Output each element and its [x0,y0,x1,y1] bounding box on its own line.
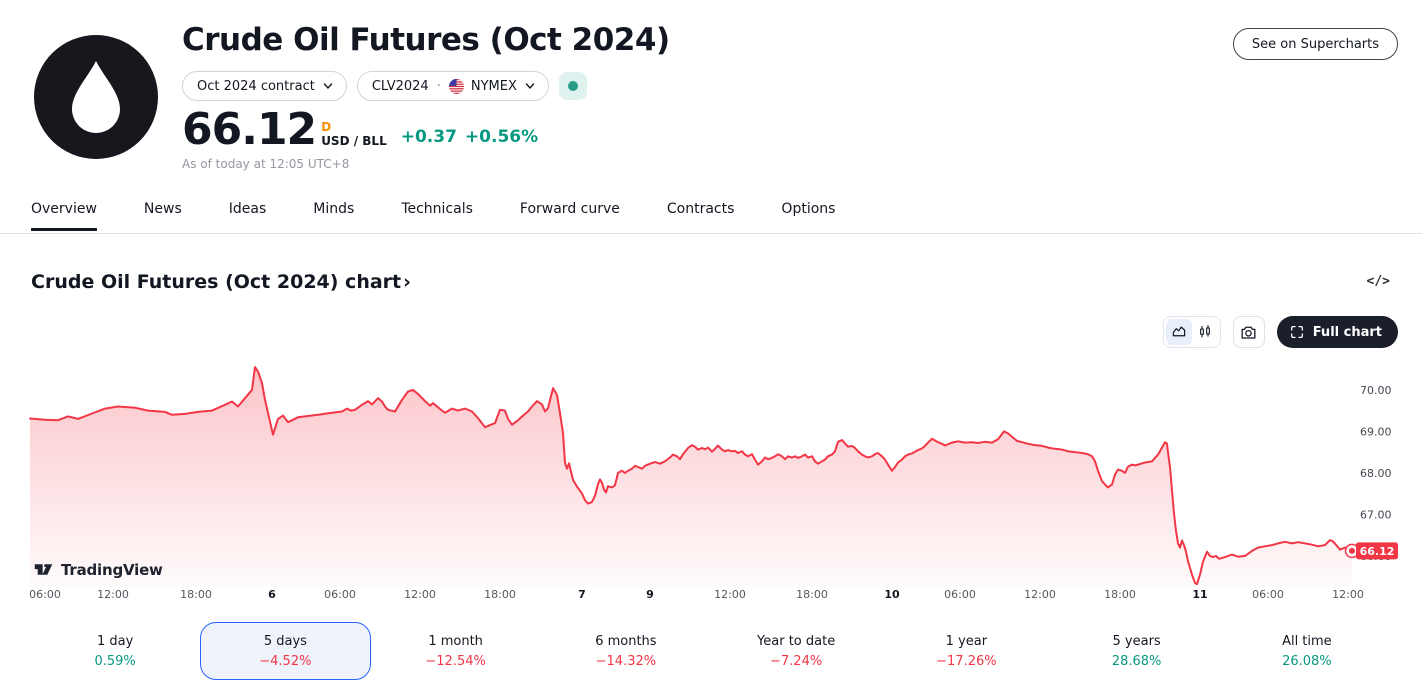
chart-section-link[interactable]: Crude Oil Futures (Oct 2024) chart › [31,271,411,293]
symbol-tabs: Overview News Ideas Minds Technicals For… [0,201,1422,234]
svg-text:11: 11 [1192,588,1207,601]
change-absolute: +0.37 [400,127,457,148]
svg-text:06:00: 06:00 [1252,588,1284,601]
exchange-label: NYMEX [470,78,517,94]
svg-text:66.12: 66.12 [1360,545,1395,558]
svg-text:10: 10 [884,588,900,601]
camera-icon [1241,326,1256,339]
tab-technicals[interactable]: Technicals [401,201,473,217]
chart-toolbar: Full chart [1162,316,1398,348]
change-percent: +0.56% [464,127,539,148]
symbol-label: CLV2024 [371,78,429,94]
svg-text:7: 7 [578,588,586,601]
svg-text:12:00: 12:00 [1332,588,1364,601]
period-6-months[interactable]: 6 months −14.32% [595,633,657,669]
svg-text:12:00: 12:00 [97,588,129,601]
chart-area-fill [30,367,1352,586]
last-price-marker: 66.12 [1344,542,1398,560]
tab-minds[interactable]: Minds [313,201,355,217]
period-selector: 1 day 0.59% 5 days −4.52% 1 month −12.54… [30,622,1392,680]
tab-ideas[interactable]: Ideas [228,201,267,217]
camera-screenshot-button[interactable] [1232,316,1265,348]
period-5-days[interactable]: 5 days −4.52% [200,622,371,680]
market-open-dot [567,81,578,91]
period-5-years[interactable]: 5 years 28.68% [1111,633,1162,669]
svg-text:06:00: 06:00 [29,588,61,601]
chart-section-heading: Crude Oil Futures (Oct 2024) chart [31,271,402,293]
market-status-badge[interactable] [558,72,587,100]
tradingview-attribution[interactable]: TradingView [33,559,163,580]
tradingview-logo-icon [34,564,53,575]
svg-text:18:00: 18:00 [484,588,516,601]
tradingview-logo-text: TradingView [61,560,163,579]
chart-type-toggle [1162,316,1221,348]
tab-contracts[interactable]: Contracts [666,201,735,217]
chart-price-line [29,366,1353,586]
code-embed-icon[interactable]: </> [1366,274,1390,289]
tab-options[interactable]: Options [781,201,836,217]
period-1-day[interactable]: 1 day 0.59% [94,633,136,669]
svg-text:67.00: 67.00 [1360,508,1392,521]
svg-text:18:00: 18:00 [180,588,212,601]
tab-overview[interactable]: Overview [31,201,97,231]
period-all-time[interactable]: All time 26.08% [1282,633,1332,669]
symbol-exchange-dropdown[interactable]: CLV2024 · NYMEX [356,71,549,101]
svg-text:68.00: 68.00 [1360,467,1392,480]
svg-text:06:00: 06:00 [324,588,356,601]
last-price: 66.12 [182,104,317,155]
svg-text:12:00: 12:00 [714,588,746,601]
delayed-data-flag: D [321,119,332,134]
period-1-year[interactable]: 1 year −17.26% [936,633,997,669]
price-block: 66.12 D USD / BLL +0.37 +0.56% [182,104,670,155]
period-1-month[interactable]: 1 month −12.54% [425,633,486,669]
page-title: Crude Oil Futures (Oct 2024) [182,22,670,58]
as-of-timestamp: As of today at 12:05 UTC+8 [182,157,350,172]
tab-news[interactable]: News [143,201,182,217]
period-year-to-date[interactable]: Year to date −7.24% [757,633,836,669]
svg-text:18:00: 18:00 [1104,588,1136,601]
svg-text:9: 9 [646,588,654,601]
chevron-down-icon [323,83,333,89]
svg-text:69.00: 69.00 [1360,425,1392,438]
price-change: +0.37 +0.56% [401,127,538,148]
time-axis: 06:00 12:00 18:00 6 06:00 12:00 18:00 7 9 12:00 18… [29,588,1364,601]
tab-forward-curve[interactable]: Forward curve [519,201,620,217]
candlestick-chart-icon[interactable] [1192,319,1218,345]
us-flag-icon [448,78,464,94]
fullscreen-icon [1290,326,1303,338]
svg-text:6: 6 [268,588,276,601]
svg-text:18:00: 18:00 [796,588,828,601]
separator-dot: · [436,78,441,94]
svg-text:12:00: 12:00 [404,588,436,601]
chevron-down-icon [525,83,535,89]
contract-dropdown-label: Oct 2024 contract [197,78,315,94]
price-unit: USD / BLL [321,133,387,148]
full-chart-label: Full chart [1312,324,1382,340]
contract-dropdown[interactable]: Oct 2024 contract [182,71,347,101]
full-chart-button[interactable]: Full chart [1276,316,1398,348]
chevron-right-icon: › [403,271,411,293]
area-chart-icon[interactable] [1165,319,1192,345]
svg-text:06:00: 06:00 [944,588,976,601]
svg-text:70.00: 70.00 [1360,384,1392,397]
oil-drop-logo [34,35,158,159]
see-on-supercharts-button[interactable]: See on Supercharts [1232,28,1398,60]
svg-text:12:00: 12:00 [1024,588,1056,601]
